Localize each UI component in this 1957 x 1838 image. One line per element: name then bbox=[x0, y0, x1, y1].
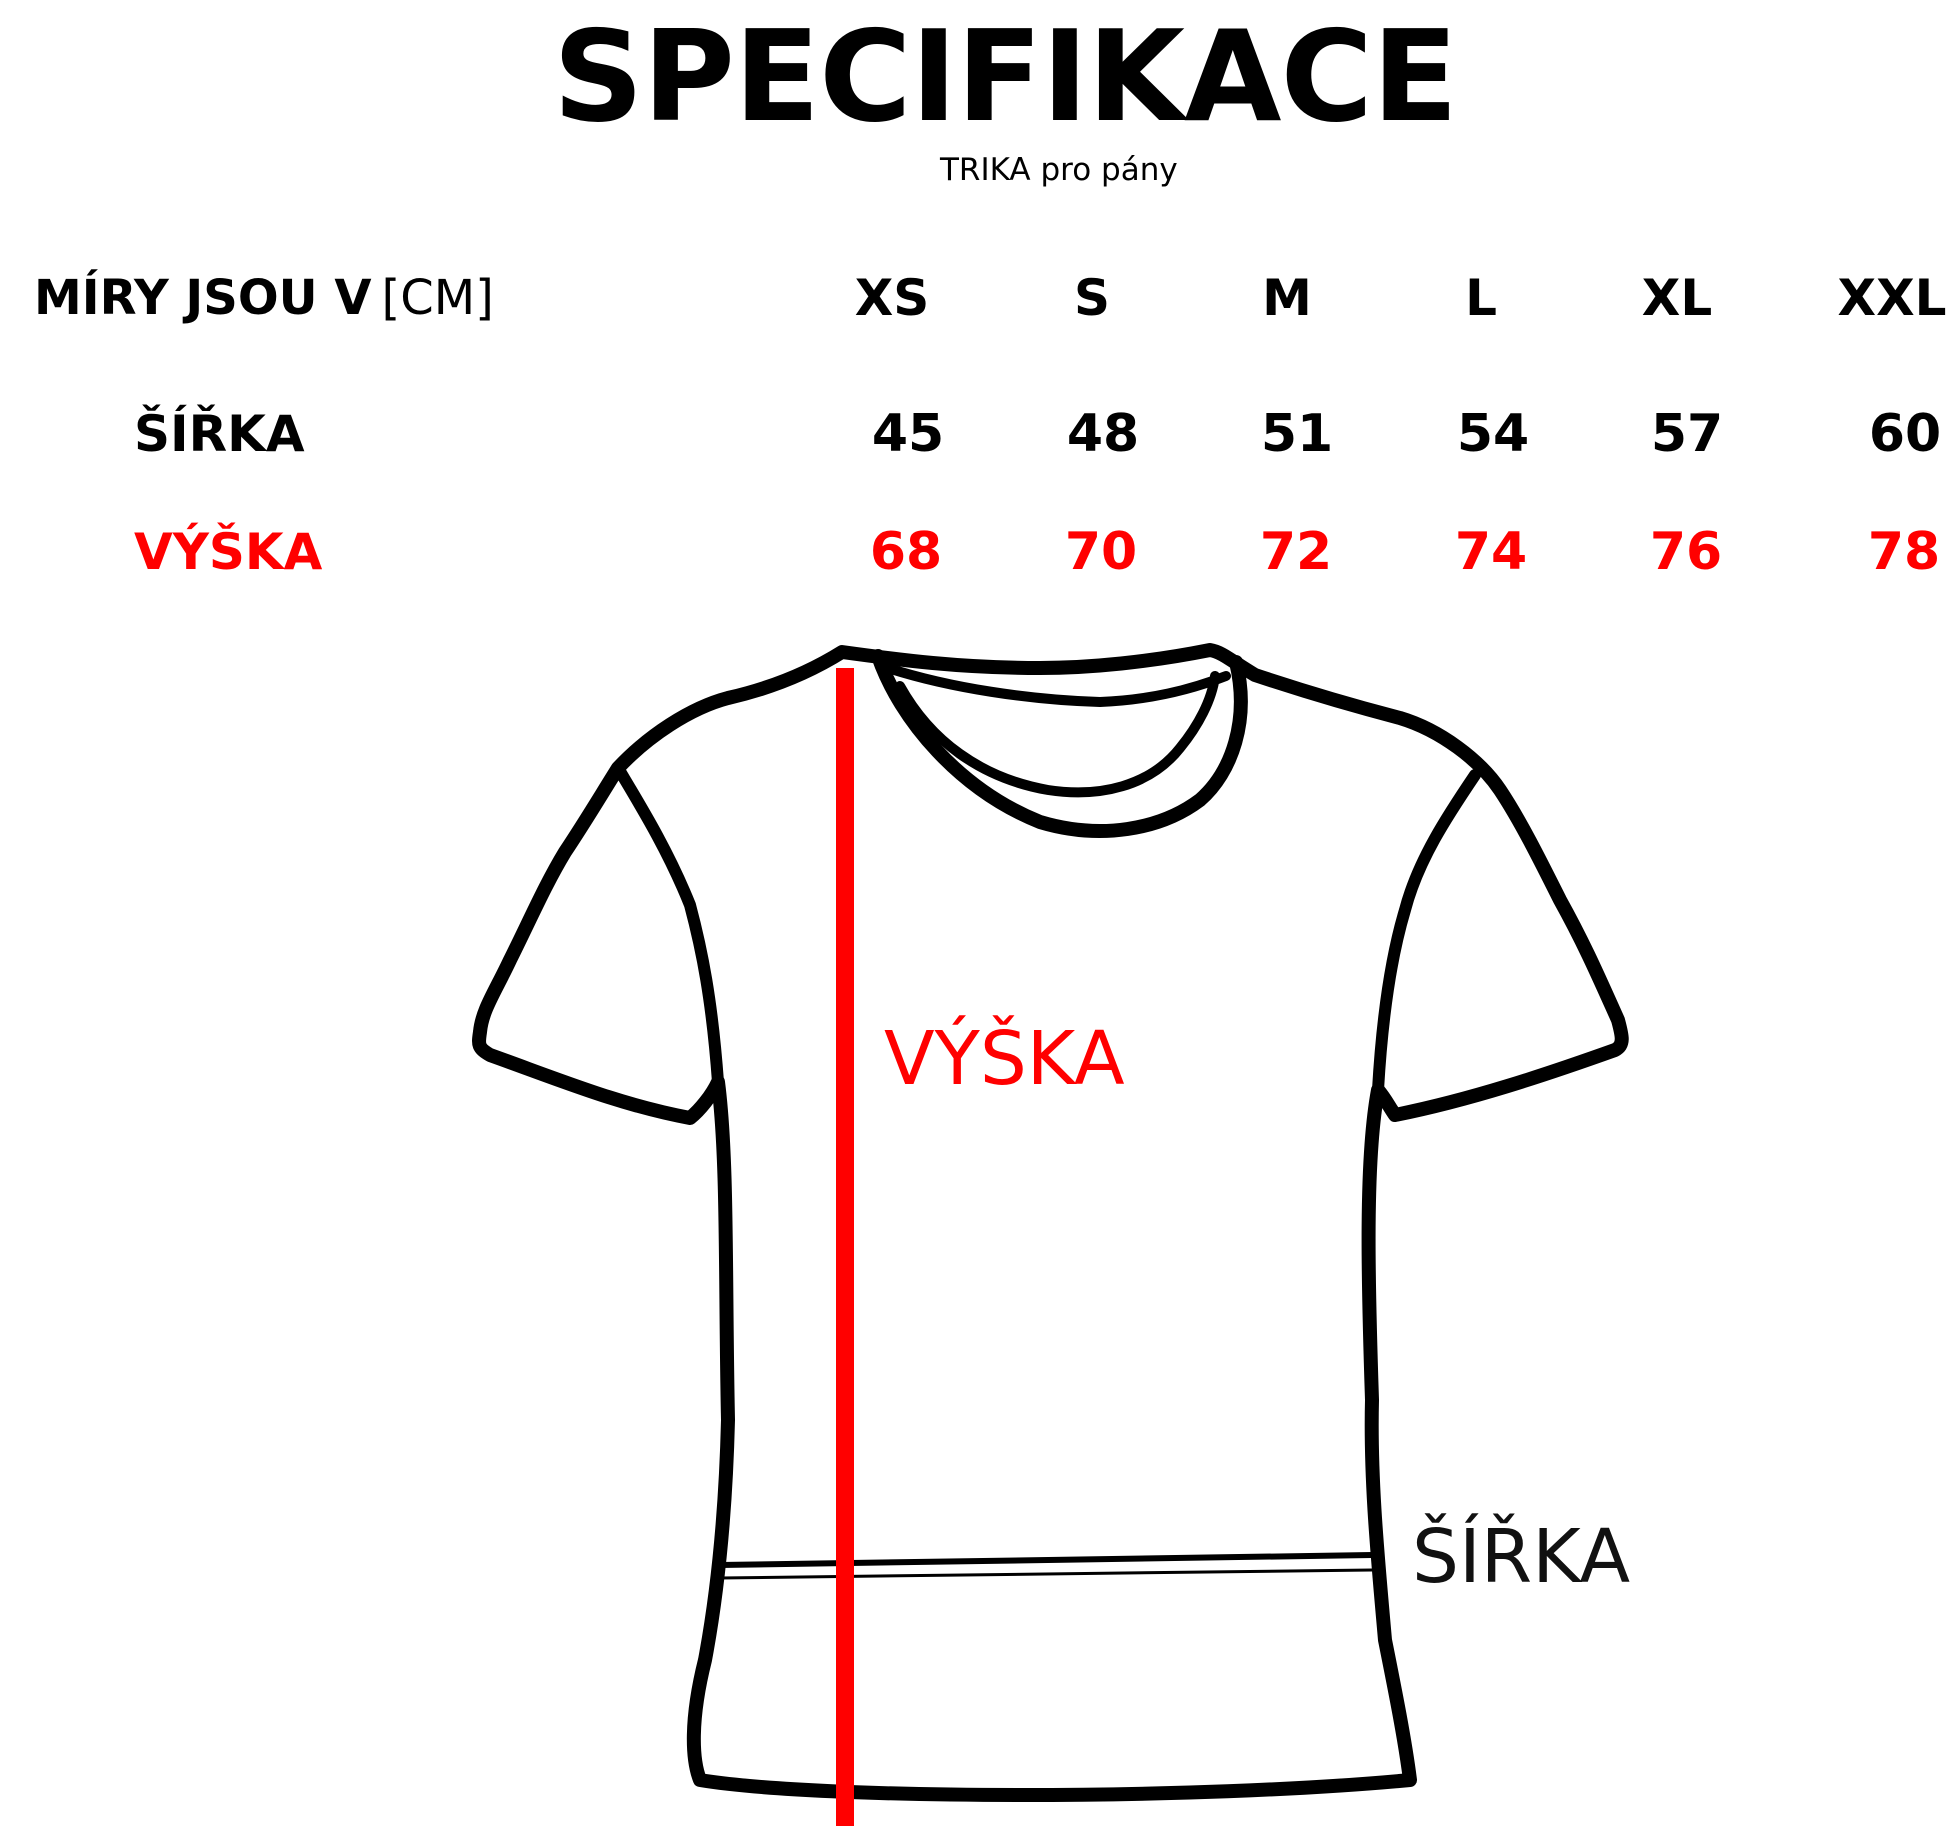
size-header-s: S bbox=[1073, 269, 1110, 327]
collar-outer bbox=[871, 649, 1248, 838]
row-label-height: VÝŠKA bbox=[134, 523, 323, 581]
width-measure-line bbox=[719, 1552, 1373, 1568]
height-value-m: 72 bbox=[1259, 522, 1333, 582]
width-value-l: 54 bbox=[1456, 404, 1530, 464]
page-subtitle: TRIKA pro pány bbox=[940, 152, 1178, 188]
width-value-s: 48 bbox=[1066, 404, 1140, 464]
width-value-m: 51 bbox=[1260, 404, 1334, 464]
size-header-l: L bbox=[1465, 269, 1497, 327]
diagram-width-label: ŠÍŘKA bbox=[1412, 1514, 1631, 1600]
collar-band bbox=[883, 663, 1231, 708]
size-header-xl: XL bbox=[1641, 269, 1713, 327]
units-value: [CM] bbox=[381, 270, 494, 326]
page-title: SPECIFIKACE bbox=[552, 3, 1458, 150]
row-label-width: ŠÍŘKA bbox=[134, 405, 305, 463]
size-header-m: M bbox=[1262, 269, 1312, 327]
units-label-text: MÍRY JSOU V bbox=[34, 270, 372, 326]
size-header-xs: XS bbox=[854, 269, 930, 327]
height-value-xl: 76 bbox=[1649, 522, 1723, 582]
height-value-xxl: 78 bbox=[1867, 522, 1941, 582]
diagram-height-label: VÝŠKA bbox=[884, 1016, 1125, 1102]
right-sleeve-seam bbox=[1372, 769, 1481, 1096]
height-value-s: 70 bbox=[1064, 522, 1138, 582]
height-value-xs: 68 bbox=[869, 522, 943, 582]
units-label: MÍRY JSOU V [CM] bbox=[34, 268, 494, 328]
size-header-xxl: XXL bbox=[1837, 269, 1947, 327]
width-value-xxl: 60 bbox=[1868, 404, 1942, 464]
width-measure-line-shadow bbox=[719, 1568, 1373, 1580]
left-sleeve-seam bbox=[612, 762, 724, 1088]
width-value-xl: 57 bbox=[1650, 404, 1724, 464]
height-value-l: 74 bbox=[1454, 522, 1528, 582]
tshirt-body-outline bbox=[472, 643, 1629, 1802]
width-value-xs: 45 bbox=[871, 404, 945, 464]
collar-inner bbox=[895, 671, 1220, 798]
